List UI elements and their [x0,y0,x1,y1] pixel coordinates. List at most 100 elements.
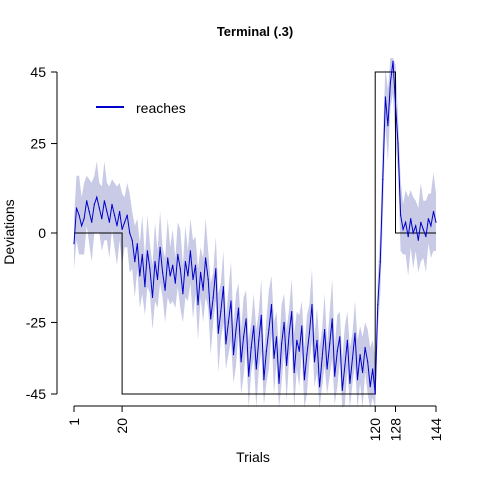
y-tick-label: 25 [30,136,46,152]
data-point [169,275,171,277]
data-point [306,354,308,356]
y-tick-label: -45 [26,386,46,402]
data-point [260,314,262,316]
data-point [136,243,138,245]
data-point [197,304,199,306]
data-point [344,364,346,366]
data-point [177,253,179,256]
data-point [174,282,176,284]
data-point [222,286,224,288]
data-point [283,321,285,323]
data-point [91,221,93,223]
data-point [412,232,414,234]
data-point [326,368,328,370]
data-point [159,246,161,248]
data-point [187,275,189,277]
data-point [184,261,186,263]
legend: reaches [96,100,186,116]
confidence-band [74,58,436,408]
data-point [235,329,237,331]
data-point [331,318,333,320]
data-point [369,386,371,388]
data-point [346,339,348,341]
data-point [121,228,123,230]
data-point [405,221,407,223]
data-point [101,218,103,220]
data-point [303,379,305,381]
data-point [106,210,108,213]
data-point [372,368,374,370]
data-point [189,250,191,252]
data-point [339,336,341,338]
data-point [179,268,181,270]
data-point [415,225,417,227]
y-tick-label: -25 [26,314,46,330]
data-point [172,264,174,266]
data-point [119,210,121,213]
perturbation-line [74,71,436,395]
y-axis-label: Deviations [1,199,17,264]
data-point [270,304,273,306]
x-axis-label: Trials [236,449,270,465]
data-point [86,200,88,202]
data-point [316,339,318,341]
data-point [293,371,295,374]
data-point [111,203,113,205]
data-point [205,257,207,259]
data-point [146,250,148,252]
data-point [149,268,151,270]
data-point [141,253,143,256]
data-point [124,221,126,223]
series-points [73,60,437,395]
data-point [364,346,366,349]
data-point [220,311,222,313]
data-point [194,264,197,266]
data-point [210,318,212,320]
data-point [103,200,105,202]
data-point [167,257,169,259]
data-point [162,271,164,273]
data-point [394,103,397,105]
data-point [425,236,427,238]
x-tick-label: 20 [114,418,130,434]
y-axis: 45 25 0 -25 -45 [26,64,58,402]
data-point [387,125,389,127]
data-point [217,332,219,334]
data-point [96,196,98,198]
data-point [301,325,303,327]
data-point [202,289,204,291]
data-point [237,307,240,309]
y-tick-label: 0 [38,225,46,241]
data-point [212,296,214,298]
data-point [88,210,90,213]
data-point [334,375,336,377]
data-point [81,225,83,227]
data-point [139,275,141,277]
data-point [255,368,257,370]
data-point [329,343,331,345]
data-point [240,361,242,363]
data-point [417,239,419,241]
data-point [253,325,255,327]
data-point [379,261,381,263]
data-point [129,232,131,234]
data-point [113,214,116,216]
data-point [397,143,399,145]
data-point [311,304,313,306]
x-axis: 1 20 120 128 144 [66,405,444,441]
y-tick-label: 45 [30,64,46,80]
data-point [151,296,154,298]
data-point [245,318,247,320]
data-point [278,382,280,384]
data-point [377,304,379,306]
data-point [273,357,275,359]
data-point [291,311,293,313]
data-point [374,393,376,395]
data-point [288,332,290,334]
data-point [402,228,404,230]
data-point [435,221,437,223]
data-point [144,286,146,288]
data-point [83,218,85,220]
data-point [116,225,118,227]
